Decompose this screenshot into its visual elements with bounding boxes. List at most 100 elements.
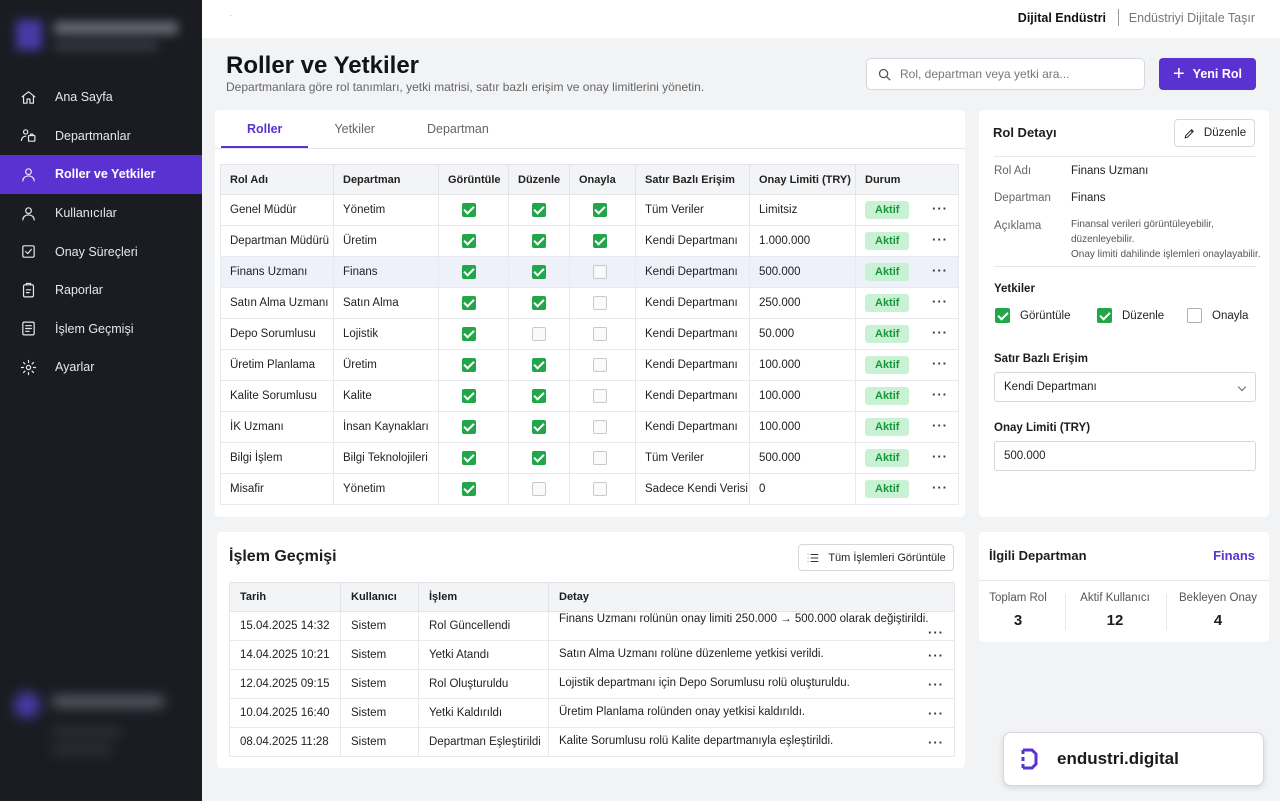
table-row[interactable]: 12.04.2025 09:15 Sistem Rol Oluşturuldu Loj… (229, 669, 955, 699)
more-options-icon[interactable]: ··· (932, 232, 948, 247)
tab-departman[interactable]: Departman (426, 122, 489, 136)
permission-view[interactable]: Görüntüle (995, 308, 1071, 323)
search-box[interactable] (866, 58, 1145, 90)
checkbox-checked[interactable] (593, 203, 607, 217)
table-row[interactable]: 15.04.2025 14:32 Sistem Rol Güncellendi Fin… (229, 611, 955, 641)
checkbox-unchecked[interactable] (593, 451, 607, 465)
checkbox-unchecked[interactable] (593, 482, 607, 496)
permission-edit[interactable]: Düzenle (1097, 308, 1164, 323)
column-header[interactable]: Detay (548, 582, 955, 612)
checkbox-checked[interactable] (532, 265, 546, 279)
permission-approve[interactable]: Onayla (1187, 308, 1248, 323)
column-header[interactable]: Rol Adı (220, 164, 334, 195)
checkbox-checked[interactable] (462, 296, 476, 310)
user-profile[interactable] (14, 688, 190, 768)
more-options-icon[interactable]: ··· (932, 325, 948, 340)
tab-roller[interactable]: Roller (221, 110, 309, 148)
checkbox-unchecked[interactable] (593, 265, 607, 279)
more-options-icon[interactable]: ··· (928, 734, 944, 750)
more-options-icon[interactable]: ··· (932, 294, 948, 309)
checkbox-checked[interactable] (462, 451, 476, 465)
column-header[interactable]: Durum (855, 164, 959, 195)
checkbox-checked[interactable] (462, 420, 476, 434)
checkbox-checked[interactable] (462, 389, 476, 403)
more-options-icon[interactable]: ··· (928, 624, 944, 640)
table-row[interactable]: Genel Müdür Yönetim Tüm Veriler Limitsiz Akt… (220, 194, 959, 226)
sidebar-item-raporlar[interactable]: Raporlar (0, 271, 202, 310)
sidebar-item-ayarlar[interactable]: Ayarlar (0, 348, 202, 387)
table-row[interactable]: 08.04.2025 11:28 Sistem Departman Eşleştir… (229, 727, 955, 757)
checkbox-unchecked[interactable] (1187, 308, 1202, 323)
sidebar-item-roller-ve-yetkiler[interactable]: Roller ve Yetkiler (0, 155, 202, 194)
search-input[interactable] (900, 67, 1130, 81)
checkbox-checked[interactable] (462, 203, 476, 217)
table-row[interactable]: Bilgi İşlem Bilgi Teknolojileri Tüm Verile… (220, 442, 959, 474)
more-options-icon[interactable]: ··· (932, 418, 948, 433)
column-header[interactable]: Satır Bazlı Erişim (635, 164, 750, 195)
checkbox-checked[interactable] (532, 203, 546, 217)
more-options-icon[interactable]: ··· (932, 263, 948, 278)
column-header[interactable]: Düzenle (508, 164, 570, 195)
column-header[interactable]: Onayla (569, 164, 636, 195)
table-row[interactable]: Üretim Planlama Üretim Kendi Departmanı 100… (220, 349, 959, 381)
checkbox-checked[interactable] (532, 420, 546, 434)
checkbox-checked[interactable] (1097, 308, 1112, 323)
more-options-icon[interactable]: ··· (932, 201, 948, 216)
column-header[interactable]: İşlem (418, 582, 549, 612)
table-row[interactable]: Misafir Yönetim Sadece Kendi Verisi 0 Aktif ·… (220, 473, 959, 505)
checkbox-unchecked[interactable] (593, 389, 607, 403)
sidebar-item-ana-sayfa[interactable]: Ana Sayfa (0, 78, 202, 117)
row-access-select[interactable]: Kendi Departmanı (994, 372, 1256, 402)
sidebar-item-departmanlar[interactable]: Departmanlar (0, 117, 202, 156)
more-options-icon[interactable]: ··· (928, 705, 944, 721)
checkbox-checked[interactable] (532, 451, 546, 465)
column-header[interactable]: Departman (333, 164, 439, 195)
more-options-icon[interactable]: ··· (932, 387, 948, 402)
checkbox-unchecked[interactable] (593, 420, 607, 434)
table-row[interactable]: İK Uzmanı İnsan Kaynakları Kendi Departman… (220, 411, 959, 443)
new-role-button[interactable]: + Yeni Rol (1159, 58, 1256, 90)
sidebar-item-onay-surecleri[interactable]: Onay Süreçleri (0, 232, 202, 271)
checkbox-checked[interactable] (462, 327, 476, 341)
checkbox-checked[interactable] (462, 265, 476, 279)
more-options-icon[interactable]: ··· (928, 647, 944, 663)
checkbox-checked[interactable] (593, 234, 607, 248)
more-options-icon[interactable]: ··· (932, 480, 948, 495)
history-table-header: Tarih Kullanıcı İşlem Detay (229, 582, 955, 612)
column-header[interactable]: Görüntüle (438, 164, 509, 195)
checkbox-checked[interactable] (462, 482, 476, 496)
more-options-icon[interactable]: ··· (932, 449, 948, 464)
checkbox-unchecked[interactable] (593, 296, 607, 310)
more-options-icon[interactable]: ··· (932, 356, 948, 371)
view-all-button[interactable]: Tüm İşlemleri Görüntüle (798, 544, 954, 571)
more-options-icon[interactable]: ··· (928, 676, 944, 692)
table-row[interactable]: 14.04.2025 10:21 Sistem Yetki Atandı Satın … (229, 640, 955, 670)
table-row[interactable]: Departman Müdürü Üretim Kendi Departmanı 1.… (220, 225, 959, 257)
tab-yetkiler[interactable]: Yetkiler (334, 122, 375, 136)
table-row[interactable]: Kalite Sorumlusu Kalite Kendi Departmanı 10… (220, 380, 959, 412)
sidebar-item-kullanicilar[interactable]: Kullanıcılar (0, 194, 202, 233)
checkbox-unchecked[interactable] (532, 327, 546, 341)
table-row[interactable]: Finans Uzmanı Finans Kendi Departmanı 500.0… (220, 256, 959, 288)
column-header[interactable]: Onay Limiti (TRY) (749, 164, 856, 195)
table-row[interactable]: Depo Sorumlusu Lojistik Kendi Departmanı 50… (220, 318, 959, 350)
table-row[interactable]: 10.04.2025 16:40 Sistem Yetki Kaldırıldı Ür… (229, 698, 955, 728)
edit-button[interactable]: Düzenle (1174, 119, 1255, 147)
checkbox-unchecked[interactable] (593, 358, 607, 372)
checkbox-checked[interactable] (532, 296, 546, 310)
checkbox-checked[interactable] (995, 308, 1010, 323)
checkbox-checked[interactable] (532, 234, 546, 248)
table-row[interactable]: Satın Alma Uzmanı Satın Alma Kendi Departm… (220, 287, 959, 319)
column-header[interactable]: Tarih (229, 582, 341, 612)
related-department-name[interactable]: Finans (1213, 548, 1255, 563)
column-header[interactable]: Kullanıcı (340, 582, 419, 612)
checkbox-checked[interactable] (532, 358, 546, 372)
sidebar-item-islem-gecmisi[interactable]: İşlem Geçmişi (0, 310, 202, 349)
department-cell: Üretim (333, 225, 439, 257)
checkbox-checked[interactable] (532, 389, 546, 403)
checkbox-checked[interactable] (462, 234, 476, 248)
checkbox-unchecked[interactable] (593, 327, 607, 341)
checkbox-unchecked[interactable] (532, 482, 546, 496)
checkbox-checked[interactable] (462, 358, 476, 372)
approval-limit-input[interactable] (994, 441, 1256, 471)
